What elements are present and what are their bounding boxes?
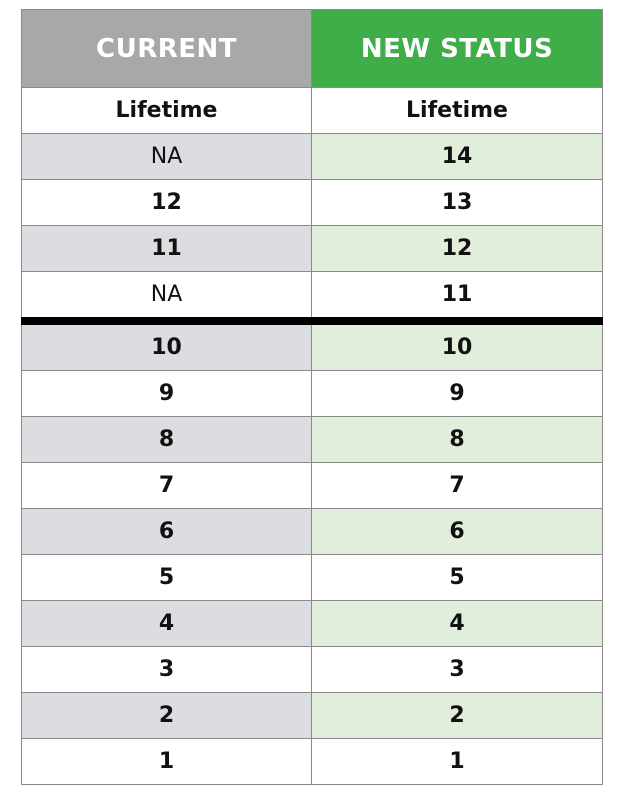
new-cell: 5 (311, 554, 603, 601)
current-cell: 8 (21, 416, 312, 463)
table-row: 1 1 (21, 738, 603, 785)
new-cell: 6 (311, 508, 603, 555)
current-cell: 7 (21, 462, 312, 509)
current-cell: 5 (21, 554, 312, 601)
table-row: 9 9 (21, 370, 603, 417)
new-status-header: NEW STATUS (311, 9, 603, 88)
new-cell: 3 (311, 646, 603, 693)
current-cell: 9 (21, 370, 312, 417)
current-cell: 4 (21, 600, 312, 647)
subheader-row: Lifetime Lifetime (21, 87, 603, 134)
current-cell: NA (21, 133, 312, 180)
new-cell: 9 (311, 370, 603, 417)
new-cell: 2 (311, 692, 603, 739)
current-cell: 1 (21, 738, 312, 785)
current-cell: 3 (21, 646, 312, 693)
table-row: 5 5 (21, 554, 603, 601)
new-cell: 12 (311, 225, 603, 272)
new-subheader: Lifetime (311, 87, 603, 134)
new-cell: 14 (311, 133, 603, 180)
table-row: 3 3 (21, 646, 603, 693)
new-cell: 1 (311, 738, 603, 785)
new-cell: 7 (311, 462, 603, 509)
new-cell: 8 (311, 416, 603, 463)
current-cell: 2 (21, 692, 312, 739)
current-header: CURRENT (21, 9, 312, 88)
status-comparison-table: CURRENT NEW STATUS Lifetime Lifetime NA … (21, 9, 603, 785)
table-row: 11 12 (21, 225, 603, 272)
header-row: CURRENT NEW STATUS (21, 9, 603, 88)
new-cell: 11 (311, 271, 603, 322)
table-row: NA 14 (21, 133, 603, 180)
current-cell: 12 (21, 179, 312, 226)
table-row: 7 7 (21, 462, 603, 509)
table-row: 2 2 (21, 692, 603, 739)
current-cell: 11 (21, 225, 312, 272)
table-row: 6 6 (21, 508, 603, 555)
new-cell: 13 (311, 179, 603, 226)
table-row: NA 11 (21, 271, 603, 322)
new-cell: 10 (311, 317, 603, 371)
new-cell: 4 (311, 600, 603, 647)
current-cell: 6 (21, 508, 312, 555)
table-row: 4 4 (21, 600, 603, 647)
table-row: 8 8 (21, 416, 603, 463)
current-cell: 10 (21, 317, 312, 371)
table-row: 10 10 (21, 317, 603, 371)
current-cell: NA (21, 271, 312, 322)
current-subheader: Lifetime (21, 87, 312, 134)
table-row: 12 13 (21, 179, 603, 226)
